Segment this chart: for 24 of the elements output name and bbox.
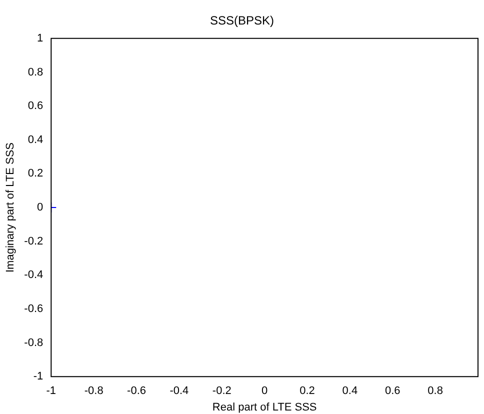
x-tick-label: 0.6: [384, 385, 400, 398]
x-tick-label: 0.2: [300, 385, 315, 398]
y-tick-label: 0: [37, 202, 44, 214]
y-tick-label: -0.2: [24, 235, 44, 248]
y-tick-label: 0.2: [28, 168, 44, 180]
x-tick-label: -0.2: [212, 385, 232, 398]
y-tick-label: 1: [37, 32, 44, 44]
x-tick-label: -0.8: [84, 385, 104, 398]
x-tick-label: -0.4: [170, 385, 189, 398]
y-tick-label: -0.6: [24, 302, 44, 315]
y-axis-title: Imaginary part of LTE SSS: [4, 142, 17, 273]
y-tick-label: -1: [33, 370, 44, 383]
y-tick-label: 0.8: [28, 66, 44, 78]
x-tick-label: 0.4: [342, 385, 358, 398]
y-tick-label: -0.8: [24, 336, 44, 349]
x-tick-label: 0: [262, 385, 268, 398]
x-tick-label: -0.6: [127, 385, 146, 398]
chart-title: SSS(BPSK): [210, 14, 274, 28]
x-axis-title: Real part of LTE SSS: [212, 401, 317, 414]
y-tick-label: 0.4: [28, 134, 44, 146]
x-tick-label: 0.8: [428, 385, 443, 398]
y-tick-label: 0.6: [28, 100, 44, 112]
x-tick-label: -1: [46, 385, 56, 398]
y-tick-label: -0.4: [24, 269, 44, 282]
